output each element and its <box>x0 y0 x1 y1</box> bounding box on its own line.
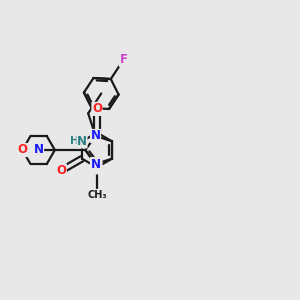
Text: N: N <box>92 161 102 174</box>
Text: H: H <box>70 136 79 146</box>
Text: F: F <box>119 53 128 66</box>
Text: N: N <box>91 130 100 142</box>
Text: O: O <box>56 164 66 177</box>
Text: N: N <box>91 158 100 170</box>
Text: O: O <box>92 102 102 116</box>
Text: CH₃: CH₃ <box>87 190 107 200</box>
Text: N: N <box>34 143 44 157</box>
Text: O: O <box>17 143 27 157</box>
Text: N: N <box>77 135 87 148</box>
